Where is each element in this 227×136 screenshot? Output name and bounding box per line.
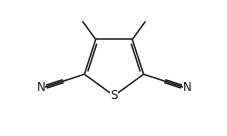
Text: N: N bbox=[182, 81, 191, 94]
Text: S: S bbox=[110, 89, 117, 102]
Text: N: N bbox=[36, 81, 45, 94]
